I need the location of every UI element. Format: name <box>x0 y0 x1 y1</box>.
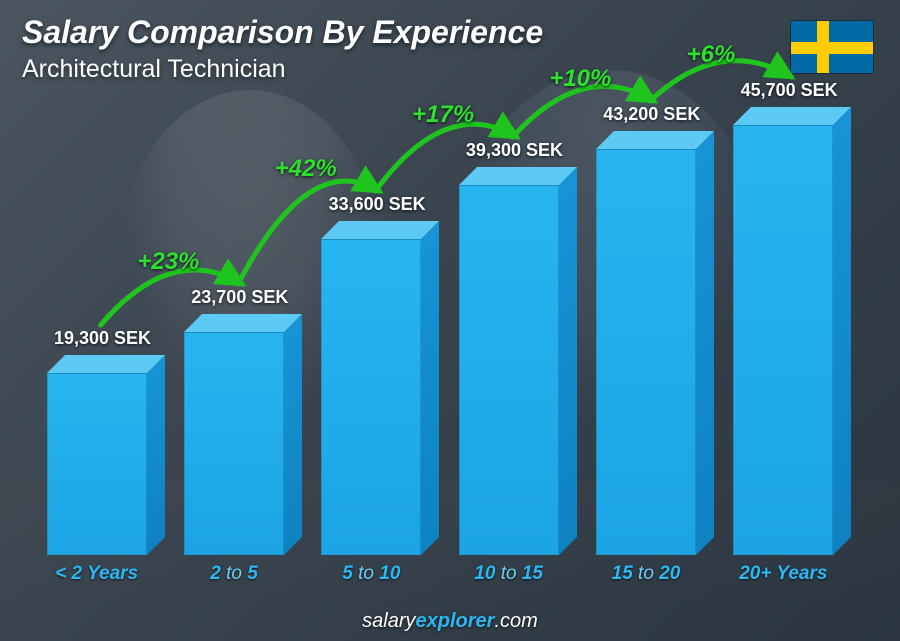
bar-value-label: 45,700 SEK <box>741 80 838 101</box>
page-title: Salary Comparison By Experience <box>22 14 543 51</box>
title-block: Salary Comparison By Experience Architec… <box>22 14 543 84</box>
increase-label: +42% <box>275 155 337 183</box>
increase-label: +10% <box>549 65 611 93</box>
sweden-flag-icon <box>790 20 874 74</box>
increase-label: +23% <box>137 248 199 276</box>
page-subtitle: Architectural Technician <box>22 55 543 84</box>
increase-label: +17% <box>412 101 474 129</box>
footer-attribution: salaryexplorer.com <box>0 610 900 633</box>
footer-suffix: .com <box>494 610 537 632</box>
increase-labels: +23%+42%+17%+10%+6% <box>30 105 850 585</box>
chart-area: 19,300 SEK23,700 SEK33,600 SEK39,300 SEK… <box>30 105 850 585</box>
increase-label: +6% <box>687 41 736 69</box>
footer-prefix: salary <box>362 610 415 632</box>
footer-accent: explorer <box>416 610 495 632</box>
infographic-canvas: Salary Comparison By Experience Architec… <box>0 0 900 641</box>
